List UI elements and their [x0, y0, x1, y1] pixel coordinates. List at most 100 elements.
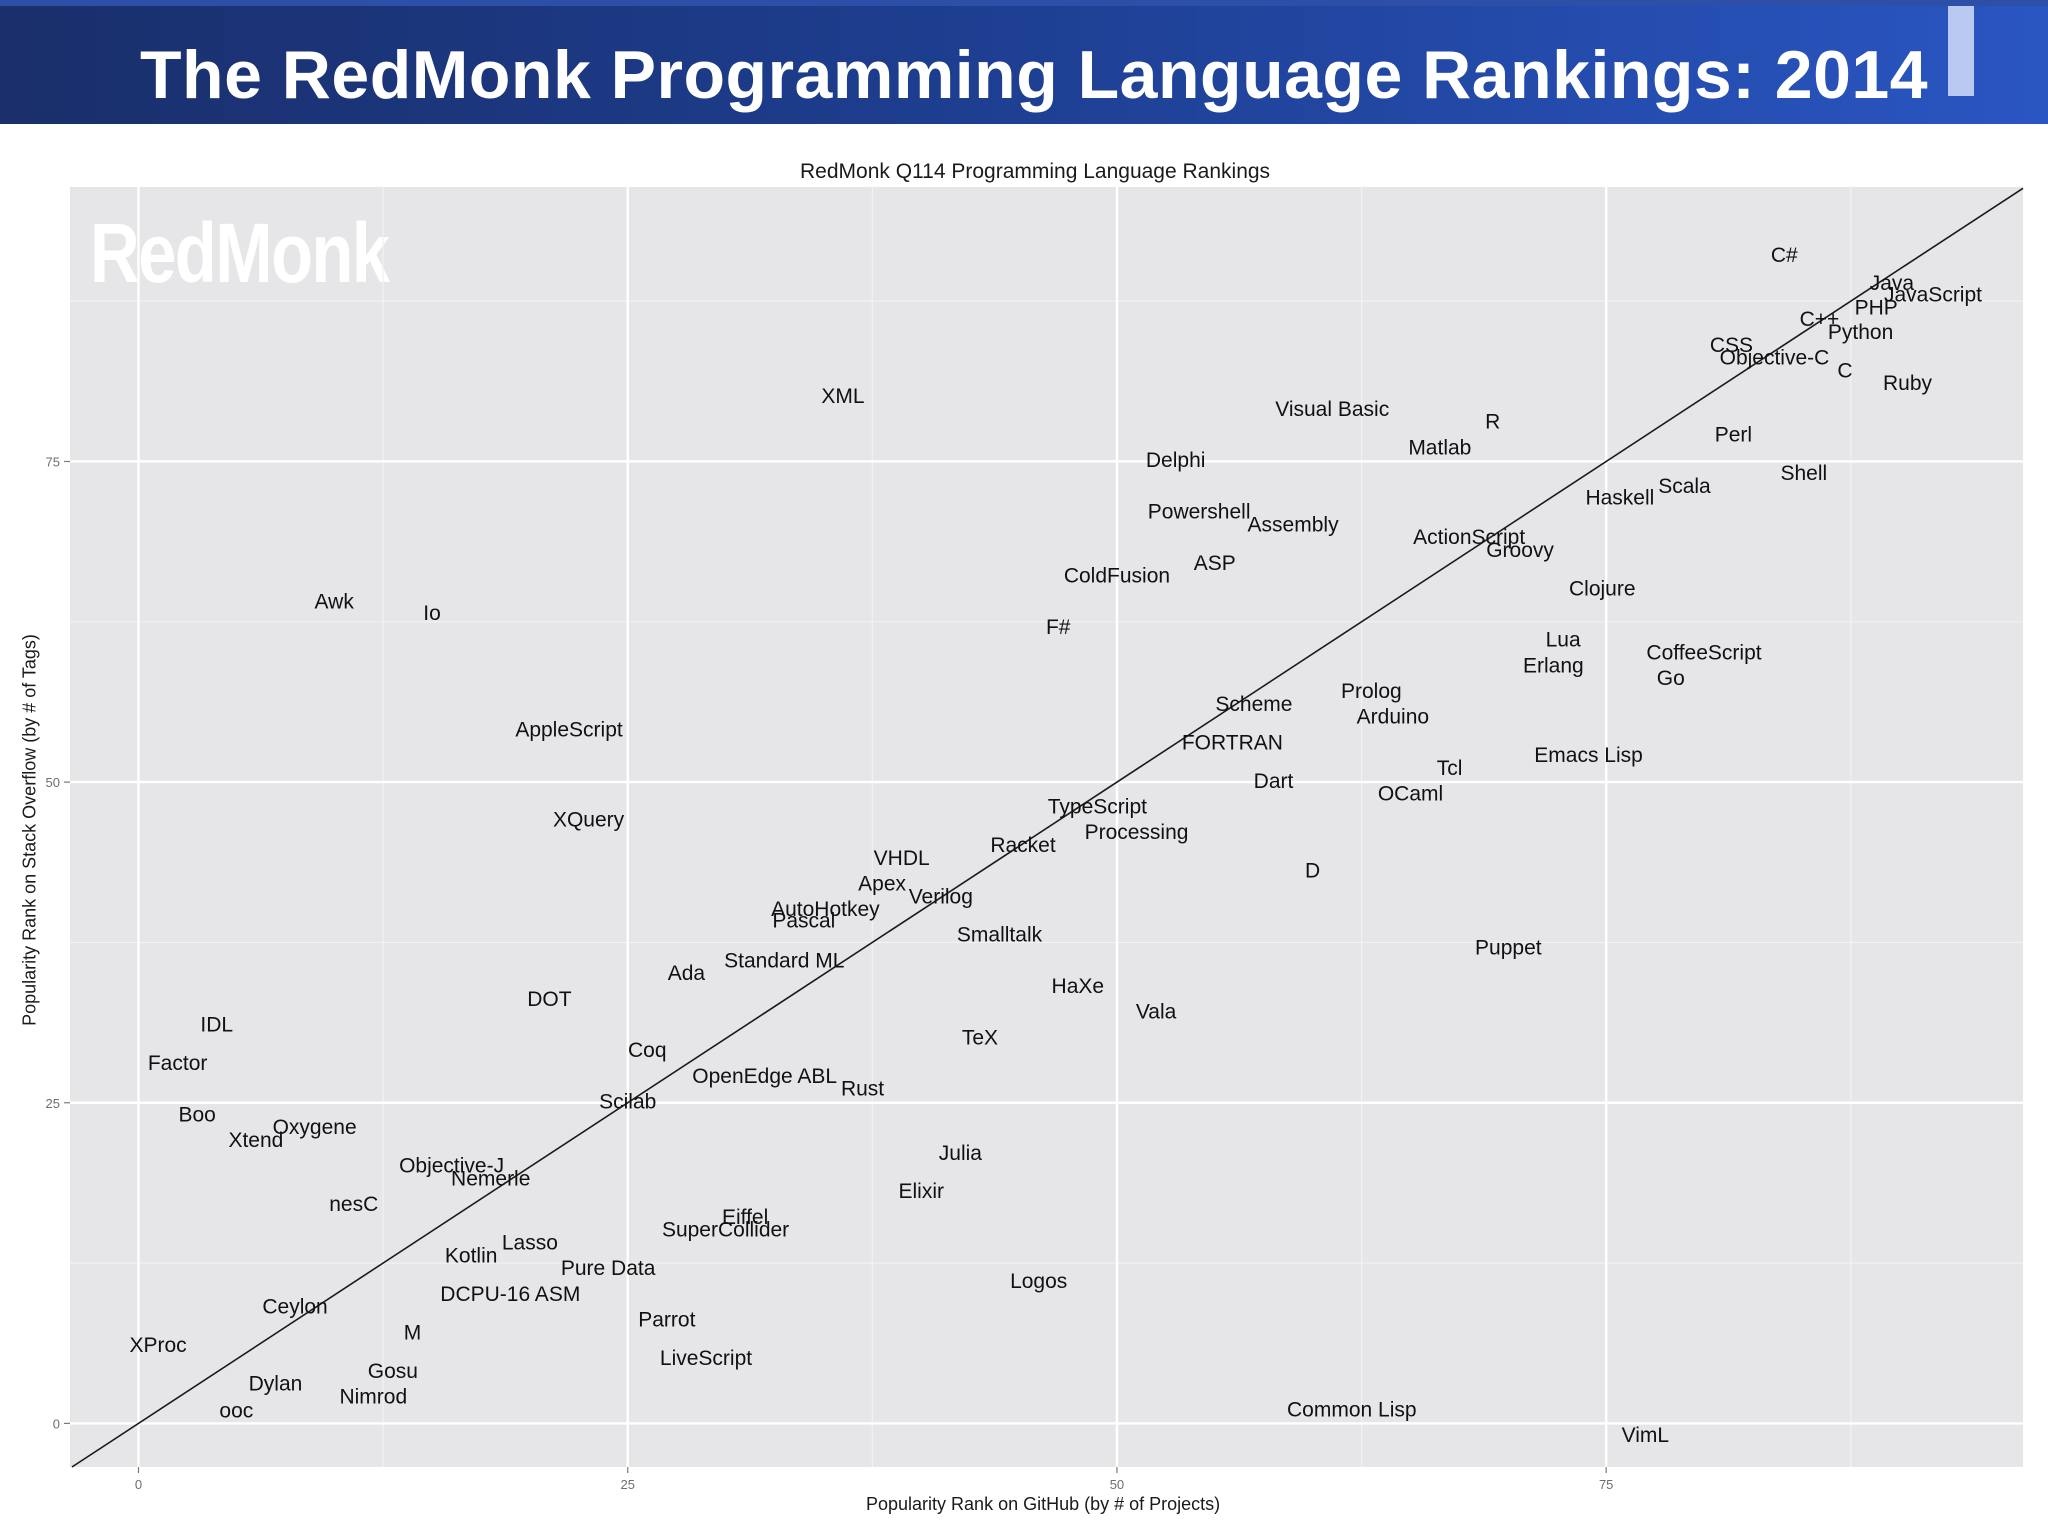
point-label: Shell — [1780, 462, 1827, 485]
point-label: DCPU-16 ASM — [440, 1283, 580, 1306]
point-label: Scilab — [599, 1090, 656, 1113]
point-label: C++ — [1800, 308, 1840, 331]
point-label: Tcl — [1437, 757, 1463, 780]
point-label: Assembly — [1248, 513, 1340, 536]
point-label: SuperCollider — [662, 1219, 789, 1242]
point-label: FORTRAN — [1182, 731, 1283, 754]
point-label: Python — [1828, 321, 1893, 344]
point-label: Go — [1657, 667, 1685, 690]
point-label: M — [404, 1321, 422, 1344]
point-label: Java — [1870, 272, 1915, 295]
y-tick-label: 50 — [46, 775, 60, 790]
point-label: XML — [821, 385, 864, 408]
point-label: Kotlin — [445, 1244, 498, 1267]
point-label: nesC — [329, 1193, 378, 1216]
point-label: Boo — [179, 1103, 216, 1126]
point-label: Io — [423, 602, 441, 625]
point-label: Objective-C — [1720, 347, 1830, 370]
point-label: DOT — [527, 988, 572, 1011]
point-label: Lua — [1546, 629, 1581, 652]
point-label: Scheme — [1215, 693, 1292, 716]
point-label: Racket — [990, 834, 1056, 857]
y-tick-label: 25 — [46, 1096, 60, 1111]
point-label: Xtend — [228, 1129, 283, 1152]
point-label: Groovy — [1486, 539, 1554, 562]
x-tick-label: 25 — [620, 1477, 634, 1492]
point-label: F# — [1046, 616, 1071, 639]
point-label: Delphi — [1146, 449, 1206, 472]
point-label: Pure Data — [561, 1257, 656, 1280]
point-label: TeX — [962, 1026, 998, 1049]
point-label: Scala — [1658, 475, 1711, 498]
point-label: Ceylon — [262, 1296, 327, 1319]
y-axis-label: Popularity Rank on Stack Overflow (by # … — [19, 634, 40, 1026]
point-label: Standard ML — [724, 949, 844, 972]
point-label: Emacs Lisp — [1534, 744, 1643, 767]
diagonal-trend-line — [71, 187, 2024, 1468]
point-label: Objective-J — [399, 1155, 504, 1178]
point-label: Julia — [939, 1142, 983, 1165]
y-tick-label: 75 — [46, 454, 60, 469]
x-axis-label: Popularity Rank on GitHub (by # of Proje… — [866, 1494, 1221, 1514]
point-label: Prolog — [1341, 680, 1402, 703]
point-label: PHP — [1855, 297, 1898, 320]
point-label: Erlang — [1523, 654, 1584, 677]
point-label: ColdFusion — [1064, 565, 1170, 588]
point-label: XQuery — [553, 808, 625, 831]
point-label: Lasso — [502, 1232, 558, 1255]
point-label: CoffeeScript — [1646, 642, 1761, 665]
point-label: ASP — [1194, 552, 1236, 575]
point-label: Perl — [1715, 424, 1752, 447]
point-label: Ada — [668, 962, 706, 985]
y-tick-label: 0 — [53, 1416, 60, 1431]
point-label: XProc — [129, 1334, 186, 1357]
point-label: Parrot — [638, 1309, 695, 1332]
point-label: IDL — [200, 1014, 233, 1037]
point-label: TypeScript — [1048, 795, 1147, 818]
point-label: ActionScript — [1413, 526, 1525, 549]
point-label: AppleScript — [515, 719, 623, 742]
point-label: Vala — [1136, 1001, 1177, 1024]
point-label: Visual Basic — [1275, 398, 1389, 421]
point-label: Nemerle — [451, 1167, 530, 1190]
point-label: ooc — [219, 1400, 253, 1423]
point-label: Smalltalk — [957, 924, 1043, 947]
point-label: OpenEdge ABL — [692, 1065, 837, 1088]
point-label: LiveScript — [660, 1347, 752, 1370]
point-label: Dart — [1254, 770, 1294, 793]
x-tick-label: 50 — [1110, 1477, 1124, 1492]
point-label: C# — [1771, 244, 1798, 267]
point-label: OCaml — [1378, 783, 1443, 806]
x-tick-label: 75 — [1599, 1477, 1613, 1492]
point-label: D — [1305, 860, 1320, 883]
slide-title: The RedMonk Programming Language Ranking… — [140, 37, 1929, 113]
point-label: Rust — [841, 1078, 884, 1101]
point-label: Processing — [1085, 821, 1189, 844]
point-label: JavaScript — [1884, 284, 1982, 307]
point-label: Gosu — [368, 1360, 418, 1383]
point-label: C — [1837, 359, 1852, 382]
point-label: Eiffel — [722, 1206, 768, 1229]
point-label: HaXe — [1052, 975, 1105, 998]
point-label: Clojure — [1569, 577, 1636, 600]
point-label: Oxygene — [273, 1116, 357, 1139]
point-label: Awk — [315, 590, 355, 613]
plot-panel — [70, 187, 2023, 1467]
point-label: Ruby — [1883, 372, 1933, 395]
point-label: Nimrod — [339, 1385, 407, 1408]
point-label: AutoHotkey — [771, 898, 880, 921]
point-label: Powershell — [1148, 500, 1251, 523]
point-label: Matlab — [1408, 436, 1471, 459]
point-label: Factor — [148, 1052, 208, 1075]
point-label: Arduino — [1357, 706, 1429, 729]
point-label: VHDL — [874, 847, 930, 870]
point-label: Common Lisp — [1287, 1398, 1417, 1421]
point-label: Haskell — [1585, 486, 1654, 509]
point-label: CSS — [1710, 334, 1753, 357]
point-label: Logos — [1010, 1270, 1067, 1293]
slide-accent-bar — [1948, 6, 1974, 96]
point-label: Coq — [628, 1039, 667, 1062]
point-label: R — [1485, 411, 1500, 434]
chart-title: RedMonk Q114 Programming Language Rankin… — [800, 160, 1271, 183]
